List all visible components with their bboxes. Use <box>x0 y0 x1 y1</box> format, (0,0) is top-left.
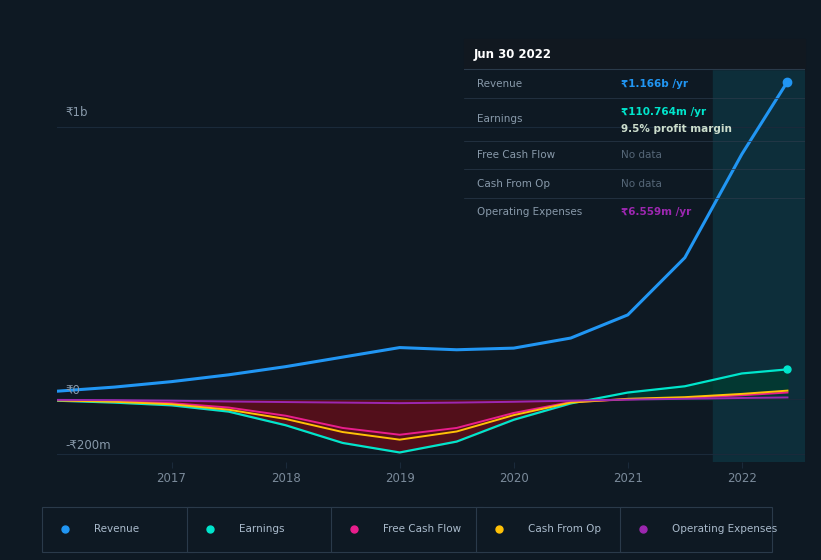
Text: Cash From Op: Cash From Op <box>478 179 551 189</box>
Text: -₹200m: -₹200m <box>65 438 111 452</box>
Text: No data: No data <box>621 179 662 189</box>
Text: Operating Expenses: Operating Expenses <box>672 524 777 534</box>
Text: ₹1.166b /yr: ₹1.166b /yr <box>621 78 688 88</box>
Text: Earnings: Earnings <box>478 114 523 124</box>
Bar <box>464 39 805 69</box>
FancyBboxPatch shape <box>186 507 338 552</box>
FancyBboxPatch shape <box>620 507 772 552</box>
Text: ₹1b: ₹1b <box>65 106 88 119</box>
Text: Free Cash Flow: Free Cash Flow <box>478 150 556 160</box>
FancyBboxPatch shape <box>475 507 627 552</box>
Text: Revenue: Revenue <box>94 524 140 534</box>
Text: Earnings: Earnings <box>239 524 284 534</box>
Text: Revenue: Revenue <box>478 78 523 88</box>
FancyBboxPatch shape <box>42 507 194 552</box>
FancyBboxPatch shape <box>331 507 483 552</box>
Text: ₹0: ₹0 <box>65 384 80 397</box>
Text: Jun 30 2022: Jun 30 2022 <box>474 48 552 60</box>
Text: Operating Expenses: Operating Expenses <box>478 207 583 217</box>
Text: ₹110.764m /yr: ₹110.764m /yr <box>621 106 706 116</box>
Bar <box>713 59 805 462</box>
Text: Cash From Op: Cash From Op <box>528 524 600 534</box>
Text: 9.5% profit margin: 9.5% profit margin <box>621 124 732 134</box>
Text: Free Cash Flow: Free Cash Flow <box>383 524 461 534</box>
Text: No data: No data <box>621 150 662 160</box>
Text: ₹6.559m /yr: ₹6.559m /yr <box>621 207 690 217</box>
